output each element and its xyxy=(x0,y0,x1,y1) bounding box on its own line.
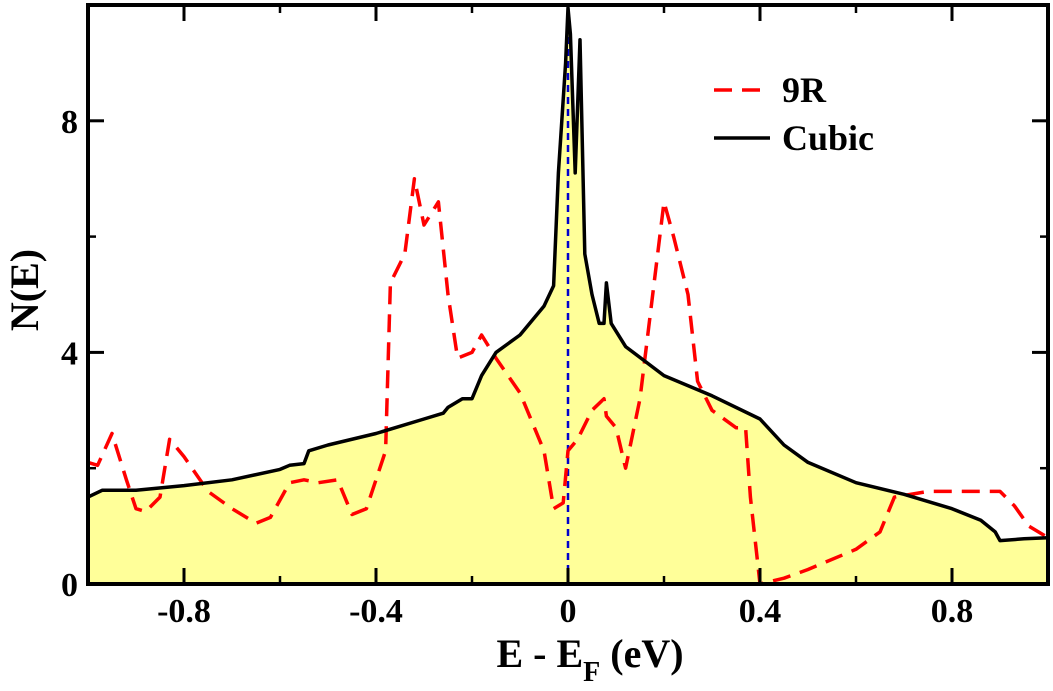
x-axis-title-main: E - E xyxy=(496,631,583,676)
legend: 9R Cubic xyxy=(714,70,874,158)
y-tick-label: 4 xyxy=(61,335,78,372)
legend-9r-label: 9R xyxy=(782,70,827,110)
x-tick-label: -0.8 xyxy=(157,593,211,630)
x-axis-title-subscript: F xyxy=(583,657,600,688)
plot-frame xyxy=(86,3,1050,586)
legend-cubic-label: Cubic xyxy=(782,118,874,158)
y-tick-label: 8 xyxy=(61,104,78,141)
x-tick-label: -0.4 xyxy=(349,593,403,630)
x-axis-title-unit: (eV) xyxy=(600,631,683,676)
x-tick-label: 0.4 xyxy=(739,593,782,630)
tick-labels: -0.8 -0.4 0 0.4 0.8 0 4 8 xyxy=(61,104,973,630)
x-tick-label: 0.8 xyxy=(931,593,974,630)
series-9r-line xyxy=(88,176,1048,584)
y-tick-label: 0 xyxy=(61,567,78,604)
y-axis-title: N(E) xyxy=(2,249,47,331)
x-axis-title: E - EF (eV) xyxy=(496,631,683,688)
x-tick-label: 0 xyxy=(560,593,577,630)
